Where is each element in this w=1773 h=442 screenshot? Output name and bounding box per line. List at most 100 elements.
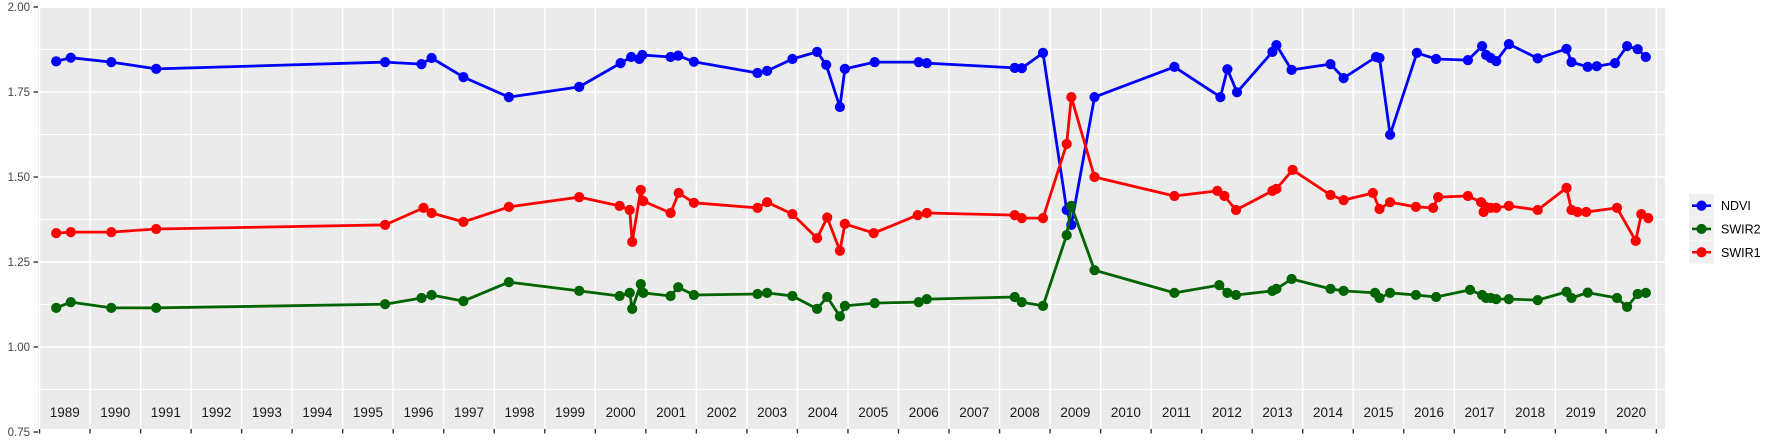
data-point-swir2 xyxy=(1464,284,1476,295)
data-point-swir1 xyxy=(839,218,851,229)
data-point-swir2 xyxy=(627,303,638,314)
data-point-swir1 xyxy=(1271,183,1282,194)
data-point-swir2 xyxy=(1338,285,1349,296)
data-point-swir1 xyxy=(1016,213,1027,224)
data-point-swir1 xyxy=(787,209,798,220)
x-year-label: 1998 xyxy=(505,405,535,420)
data-point-swir1 xyxy=(1374,203,1385,215)
x-year-label: 1990 xyxy=(100,405,130,420)
data-point-ndvi xyxy=(1215,92,1226,103)
data-point-swir1 xyxy=(1325,189,1336,201)
data-point-swir2 xyxy=(1582,287,1593,298)
data-point-swir2 xyxy=(624,287,635,298)
data-point-swir2 xyxy=(1066,200,1077,211)
data-point-swir2 xyxy=(574,285,585,296)
data-point-swir2 xyxy=(1325,283,1336,294)
data-point-ndvi xyxy=(1561,43,1572,54)
data-point-swir1 xyxy=(1410,201,1421,212)
data-point-ndvi xyxy=(821,59,832,70)
data-point-swir1 xyxy=(1287,164,1298,175)
data-point-swir1 xyxy=(624,204,635,216)
data-point-swir1 xyxy=(665,207,676,219)
data-point-swir1 xyxy=(1367,187,1378,199)
data-point-ndvi xyxy=(1477,41,1488,52)
data-point-swir1 xyxy=(1338,195,1349,206)
x-year-label: 2018 xyxy=(1515,405,1545,420)
data-point-swir2 xyxy=(503,277,514,288)
data-point-swir2 xyxy=(812,303,823,314)
data-point-ndvi xyxy=(1431,53,1442,65)
data-point-swir2 xyxy=(635,279,646,290)
data-point-swir1 xyxy=(1169,190,1180,202)
data-point-ndvi xyxy=(752,67,763,79)
x-year-label: 2007 xyxy=(959,405,989,420)
data-point-swir1 xyxy=(1037,213,1049,224)
data-point-swir2 xyxy=(426,289,437,301)
data-point-swir1 xyxy=(1428,202,1439,213)
data-point-swir2 xyxy=(1491,294,1502,305)
data-point-swir2 xyxy=(1286,273,1297,285)
data-point-ndvi xyxy=(812,46,823,58)
data-point-swir2 xyxy=(1622,301,1633,312)
data-point-swir1 xyxy=(635,184,646,195)
data-point-swir2 xyxy=(1214,280,1225,291)
data-point-swir2 xyxy=(1532,295,1543,306)
x-year-label: 1999 xyxy=(555,405,585,420)
data-point-ndvi xyxy=(1271,40,1282,51)
data-point-swir1 xyxy=(426,207,437,219)
data-point-ndvi xyxy=(503,92,514,103)
data-point-swir2 xyxy=(638,287,649,298)
plot-panel xyxy=(38,8,1665,429)
data-point-ndvi xyxy=(1374,52,1385,64)
x-year-label: 2015 xyxy=(1363,405,1393,420)
data-point-swir2 xyxy=(869,298,880,309)
data-point-swir1 xyxy=(1532,204,1543,216)
data-point-swir1 xyxy=(1462,190,1473,202)
data-point-swir2 xyxy=(787,290,798,302)
data-point-swir2 xyxy=(614,290,625,302)
legend-label-ndvi: NDVI xyxy=(1721,199,1751,213)
data-point-ndvi xyxy=(1385,129,1396,140)
data-point-swir1 xyxy=(51,228,62,239)
data-point-ndvi xyxy=(1089,92,1100,103)
x-year-label: 1992 xyxy=(201,405,231,420)
data-point-swir1 xyxy=(822,212,833,223)
legend: NDVI SWIR2 SWIR1 xyxy=(1689,194,1761,264)
data-point-ndvi xyxy=(869,57,880,68)
x-year-label: 2006 xyxy=(909,405,939,420)
data-point-ndvi xyxy=(1169,61,1180,72)
data-point-swir1 xyxy=(1561,182,1572,193)
data-point-ndvi xyxy=(1503,39,1514,50)
data-point-swir2 xyxy=(106,302,117,313)
data-point-swir1 xyxy=(1630,235,1641,246)
data-point-ndvi xyxy=(1632,44,1643,55)
x-year-label: 1993 xyxy=(252,405,282,420)
x-year-label: 1996 xyxy=(403,405,433,420)
data-point-swir2 xyxy=(688,289,700,301)
data-point-swir2 xyxy=(673,282,684,293)
data-point-swir1 xyxy=(1219,190,1230,202)
data-point-ndvi xyxy=(1325,59,1336,70)
data-point-ndvi xyxy=(1566,57,1577,68)
data-point-swir1 xyxy=(458,216,469,227)
data-point-swir1 xyxy=(106,227,117,238)
data-point-swir2 xyxy=(1431,291,1442,303)
data-point-swir2 xyxy=(51,302,62,313)
data-point-ndvi xyxy=(1591,61,1602,72)
data-point-swir2 xyxy=(752,288,763,300)
legend-label-swir2: SWIR2 xyxy=(1721,222,1761,236)
x-year-label: 2016 xyxy=(1414,405,1444,420)
x-year-label: 2013 xyxy=(1262,405,1292,420)
data-point-swir1 xyxy=(921,207,932,219)
data-point-ndvi xyxy=(1622,41,1633,52)
data-point-ndvi xyxy=(637,49,648,61)
x-year-label: 2017 xyxy=(1465,405,1495,420)
data-point-swir2 xyxy=(834,311,846,322)
data-point-swir1 xyxy=(1385,197,1396,208)
x-year-label: 2009 xyxy=(1060,405,1090,420)
data-point-ndvi xyxy=(51,56,62,67)
x-year-label: 1989 xyxy=(50,405,80,420)
data-point-ndvi xyxy=(426,52,437,64)
data-point-ndvi xyxy=(1286,64,1297,75)
data-point-swir1 xyxy=(834,245,846,256)
